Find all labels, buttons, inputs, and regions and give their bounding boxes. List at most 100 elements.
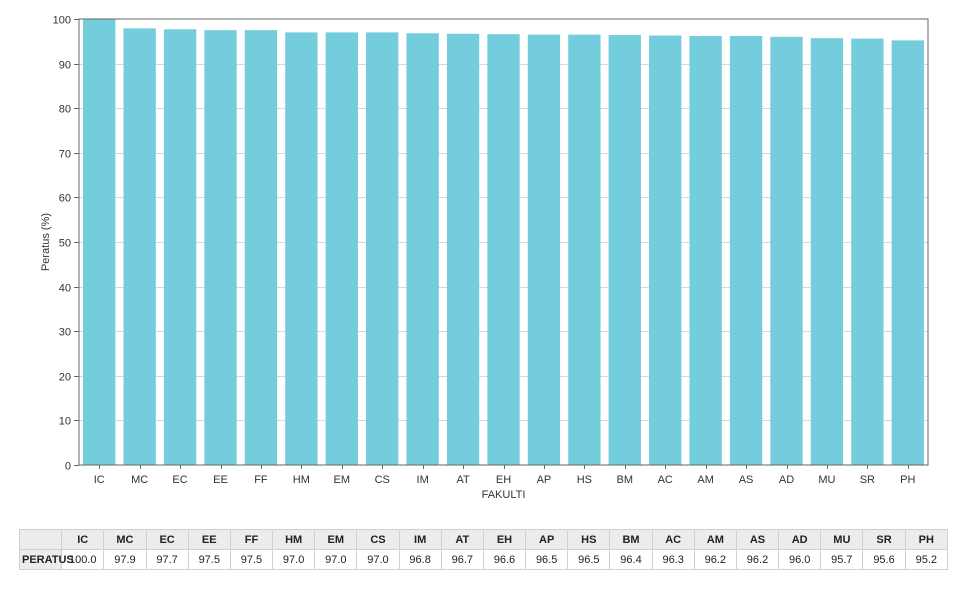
y-tick-label: 60 [59, 193, 71, 205]
table-cell-ad: 96.0 [778, 549, 822, 570]
table-header-ee: EE [187, 529, 231, 550]
table-cell-hm: 97.0 [272, 549, 316, 570]
table-cell-mu: 95.7 [820, 549, 864, 570]
y-axis-title: Peratus (%) [40, 213, 52, 271]
table-header-hm: HM [272, 529, 316, 550]
table-header-bm: BM [609, 529, 653, 550]
bar-ph [891, 40, 924, 466]
table-header-sr: SR [862, 529, 906, 550]
x-tick-label: AP [537, 474, 552, 486]
x-tick-label: EC [172, 474, 187, 486]
table-header-ph: PH [904, 529, 949, 550]
table-cell-ap: 96.5 [525, 549, 569, 570]
bar-ic [83, 19, 116, 465]
bar-at [446, 33, 480, 466]
x-tick-label: SR [860, 474, 875, 486]
table-cell-ac: 96.3 [651, 549, 695, 570]
x-tick-label: AT [456, 474, 470, 486]
y-tick-label: 20 [59, 372, 71, 384]
table-cell-am: 96.2 [693, 549, 737, 570]
bar-as [729, 35, 763, 465]
y-tick-label: 0 [65, 461, 71, 473]
x-tick-label: HS [577, 474, 592, 486]
table-header-em: EM [314, 529, 358, 550]
x-tick-label: AC [658, 474, 673, 486]
x-axis-title: FAKULTI [482, 489, 526, 501]
table-header-mc: MC [103, 529, 147, 550]
y-tick-label: 50 [59, 238, 71, 250]
y-tick-label: 100 [53, 15, 71, 27]
bar-ac [649, 35, 682, 465]
table-cell-at: 96.7 [440, 549, 484, 570]
bar-bm [608, 35, 641, 465]
bar-hm [285, 32, 318, 465]
chart-svg: 0 10 20 30 40 50 60 70 80 90 100 IC MC EC EE FF HM EM CS IM… [40, 15, 929, 501]
bar-ff [244, 30, 278, 466]
y-tick-label: 10 [59, 416, 71, 428]
table-header-as: AS [735, 529, 780, 550]
table-header-at: AT [440, 529, 484, 550]
bar-mc [123, 28, 156, 466]
table-cell-cs: 97.0 [356, 549, 400, 570]
bar-hs [568, 34, 601, 466]
table-header-eh: EH [482, 529, 527, 550]
bar-im [406, 33, 439, 465]
table-header-ap: AP [525, 529, 569, 550]
table-cell-mc: 97.9 [103, 549, 147, 570]
x-tick-label: EE [213, 474, 228, 486]
table-row-label: PERATUS [18, 549, 74, 570]
table-header-ad: AD [778, 529, 822, 550]
table-cell-ee: 97.5 [187, 549, 231, 570]
table-cell-hs: 96.5 [567, 549, 611, 570]
table-cell-im: 96.8 [398, 549, 442, 570]
table-header-ff: FF [229, 529, 274, 550]
table-cell-ph: 95.2 [904, 549, 949, 570]
x-tick-label: PH [900, 474, 915, 486]
table-header-hs: HS [567, 529, 611, 550]
x-tick-label: AM [697, 474, 714, 486]
y-tick-label: 70 [59, 149, 71, 161]
bar-mu [810, 38, 844, 465]
x-tick-label: MU [818, 474, 835, 486]
bar-ap [527, 34, 561, 466]
table-cell-eh: 96.6 [482, 549, 527, 570]
bar-ee [204, 30, 237, 466]
x-tick-label: HM [293, 474, 310, 486]
x-tick-label: IC [94, 474, 105, 486]
bar-ad [770, 36, 803, 466]
y-tick-label: 40 [59, 283, 71, 295]
table-cell-sr: 95.6 [862, 549, 906, 570]
table-header-row: IC MC EC EE FF HM EM CS IM AT EH AP HS BM AC AM AS AD MU SR… [18, 529, 949, 550]
x-tick-label: AS [739, 474, 754, 486]
x-tick-label: BM [617, 474, 634, 486]
table-cell-ff: 97.5 [229, 549, 274, 570]
table-header-am: AM [693, 529, 737, 550]
table-header-im: IM [398, 529, 442, 550]
y-tick-label: 90 [59, 60, 71, 72]
table-header-cs: CS [356, 529, 400, 550]
table-cell-em: 97.0 [314, 549, 358, 570]
table-cell-ec: 97.7 [145, 549, 189, 570]
x-tick-label: MC [131, 474, 148, 486]
table-cell-ic: 100.0 [61, 549, 105, 570]
bar-cs [366, 32, 399, 465]
table-header-ac: AC [651, 529, 695, 550]
x-tick-label: CS [375, 474, 390, 486]
x-tick-label: IM [417, 474, 429, 486]
bar-chart: 0 10 20 30 40 50 60 70 80 90 100 IC MC EC EE FF HM EM CS IM… [40, 15, 929, 501]
bar-em [325, 32, 358, 465]
axes: 0 10 20 30 40 50 60 70 80 90 100 IC MC EC EE FF HM EM CS IM… [53, 15, 929, 486]
x-tick-label: AD [779, 474, 794, 486]
table-header-ec: EC [145, 529, 189, 550]
bars [83, 19, 924, 466]
bar-eh [487, 34, 520, 465]
table-header-ic: IC [61, 529, 105, 550]
bar-am [689, 35, 722, 465]
y-tick-label: 30 [59, 327, 71, 339]
x-tick-label: FF [254, 474, 268, 486]
data-table: IC MC EC EE FF HM EM CS IM AT EH AP HS BM AC AM AS AD MU SR… [18, 529, 949, 570]
table-header-mu: MU [820, 529, 864, 550]
table-row: PERATUS 100.0 97.9 97.7 97.5 97.5 97.0 97.0 97.… [18, 549, 949, 570]
bar-sr [851, 38, 884, 466]
y-tick-label: 80 [59, 104, 71, 116]
